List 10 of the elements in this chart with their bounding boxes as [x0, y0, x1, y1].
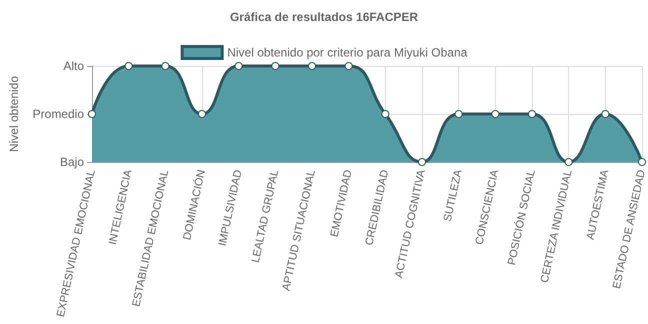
chart-title: Gráfica de resultados 16FACPER: [230, 10, 418, 24]
category-label: Alto: [63, 59, 84, 73]
x-tick-label: POSICIÓN SOCIAL: [504, 168, 538, 266]
category-label: Promedio: [32, 107, 84, 121]
x-tick-label: ESTADO DE ANSIEDAD: [610, 168, 648, 290]
category-label: Bajo: [60, 155, 84, 169]
y-axis-title: Nivel obtenido: [7, 76, 21, 152]
x-tick-label: SUTILEZA: [442, 168, 465, 223]
x-tick-label: LEALTAD GRUPAL: [250, 168, 282, 264]
legend-label: Nivel obtenido por criterio para Miyuki Obana: [227, 46, 468, 60]
